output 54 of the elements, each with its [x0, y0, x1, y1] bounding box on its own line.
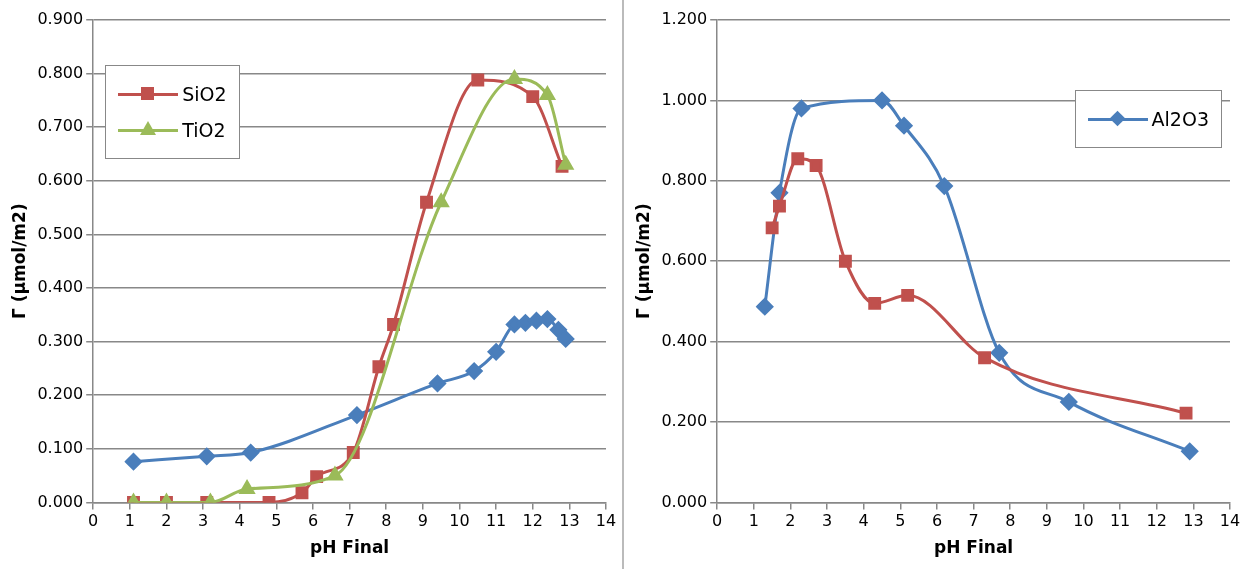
y-tick-label: 0.300 [37, 330, 84, 350]
y-tick-label: 0.000 [661, 491, 708, 511]
x-tick-label: 12 [1146, 511, 1167, 531]
y-tick-label: 0.600 [661, 250, 708, 270]
x-tick-label: 4 [234, 511, 245, 531]
y-tick-label: 0.100 [37, 437, 84, 457]
x-tick-label: 8 [381, 511, 392, 531]
y-axis-title: Γ (µmol/m2) [632, 203, 653, 320]
y-tick-label: 0.200 [37, 384, 84, 404]
y-axis-title: Γ (µmol/m2) [8, 203, 29, 320]
x-tick-label: 9 [1041, 511, 1052, 531]
x-tick-label: 7 [344, 511, 355, 531]
legend-label: SiO2 [182, 83, 227, 105]
legend-label: TiO2 [182, 119, 226, 141]
x-tick-label: 4 [858, 511, 869, 531]
x-tick-label: 1 [748, 511, 759, 531]
x-tick-label: 3 [198, 511, 209, 531]
x-tick-label: 11 [485, 511, 507, 531]
x-tick-label: 14 [1219, 511, 1241, 531]
y-tick-label: 0.900 [37, 9, 84, 29]
y-tick-label: 1.200 [661, 9, 708, 29]
y-tick-label: 0.500 [37, 223, 84, 243]
x-tick-label: 13 [559, 511, 580, 531]
x-tick-label: 1 [124, 511, 135, 531]
y-tick-label: 0.200 [661, 411, 708, 431]
x-axis-title: pH Final [934, 537, 1014, 558]
y-tick-label: 1.000 [661, 89, 708, 109]
x-tick-label: 0 [712, 511, 723, 531]
x-tick-label: 2 [785, 511, 796, 531]
x-tick-label: 8 [1005, 511, 1016, 531]
x-tick-label: 3 [822, 511, 833, 531]
x-tick-label: 5 [895, 511, 906, 531]
x-tick-label: 12 [522, 511, 543, 531]
x-axis-title: pH Final [310, 537, 390, 558]
x-tick-label: 13 [1183, 511, 1204, 531]
legend-label: Al2O3 [1151, 108, 1209, 130]
x-tick-label: 2 [161, 511, 172, 531]
x-tick-label: 6 [307, 511, 319, 531]
x-tick-label: 7 [968, 511, 979, 531]
y-tick-label: 0.800 [37, 62, 84, 82]
x-tick-label: 14 [595, 511, 617, 531]
y-tick-label: 0.000 [37, 491, 84, 511]
x-tick-label: 0 [88, 511, 99, 531]
x-tick-label: 5 [271, 511, 282, 531]
y-tick-label: 0.800 [661, 169, 708, 189]
x-tick-label: 10 [449, 511, 470, 531]
x-tick-label: 6 [931, 511, 943, 531]
y-tick-label: 0.400 [37, 277, 84, 297]
y-tick-label: 0.400 [661, 330, 708, 350]
y-tick-label: 0.700 [37, 116, 84, 136]
y-tick-label: 0.600 [37, 169, 84, 189]
x-tick-label: 11 [1109, 511, 1131, 531]
x-tick-label: 10 [1073, 511, 1094, 531]
x-tick-label: 9 [417, 511, 428, 531]
